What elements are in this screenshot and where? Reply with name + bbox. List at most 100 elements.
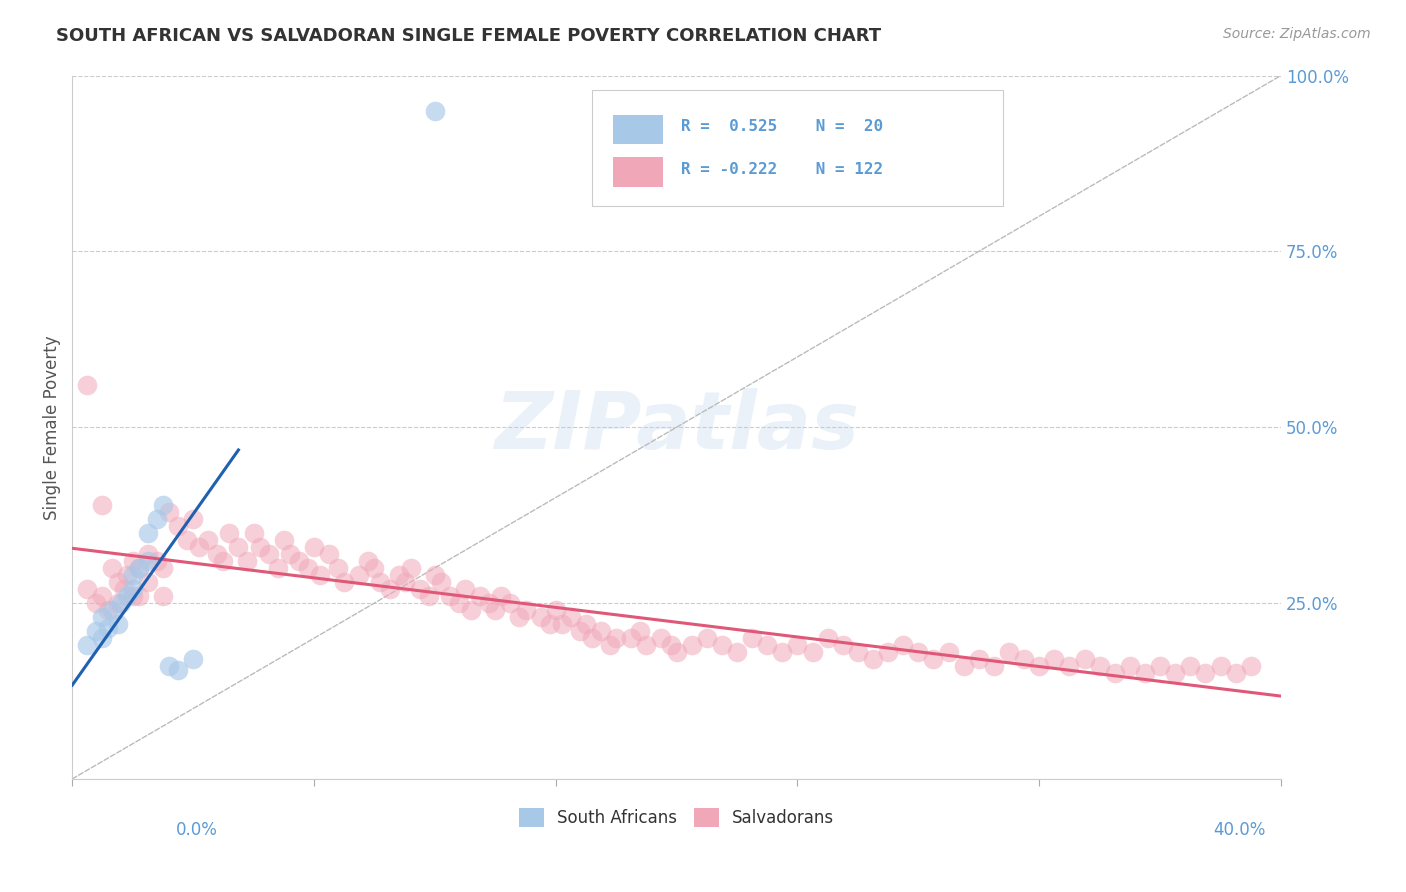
Point bbox=[478, 596, 501, 610]
Point bbox=[1073, 652, 1095, 666]
Point bbox=[107, 617, 129, 632]
Point bbox=[551, 617, 574, 632]
Point bbox=[650, 632, 672, 646]
Point bbox=[349, 568, 371, 582]
Point bbox=[538, 617, 561, 632]
Point bbox=[967, 652, 990, 666]
Point bbox=[560, 610, 582, 624]
Point bbox=[770, 645, 793, 659]
Point bbox=[399, 561, 422, 575]
Point bbox=[801, 645, 824, 659]
Point bbox=[998, 645, 1021, 659]
Point bbox=[1059, 659, 1081, 673]
Point bbox=[952, 659, 974, 673]
Point bbox=[76, 638, 98, 652]
Point bbox=[115, 568, 138, 582]
Point bbox=[423, 103, 446, 118]
Point bbox=[710, 638, 733, 652]
Point bbox=[409, 582, 432, 596]
Point bbox=[544, 603, 567, 617]
Point bbox=[181, 511, 204, 525]
Point bbox=[236, 554, 259, 568]
Point bbox=[575, 617, 598, 632]
Point bbox=[430, 574, 453, 589]
Point bbox=[891, 638, 914, 652]
Point bbox=[136, 547, 159, 561]
Point bbox=[370, 574, 392, 589]
FancyBboxPatch shape bbox=[613, 114, 664, 145]
Point bbox=[181, 652, 204, 666]
Point bbox=[128, 561, 150, 575]
Point bbox=[454, 582, 477, 596]
Point bbox=[288, 554, 311, 568]
Point bbox=[309, 568, 332, 582]
Point bbox=[817, 632, 839, 646]
Point bbox=[167, 663, 190, 677]
Point bbox=[1194, 666, 1216, 681]
Text: Source: ZipAtlas.com: Source: ZipAtlas.com bbox=[1223, 27, 1371, 41]
Point bbox=[152, 589, 174, 603]
Point bbox=[568, 624, 591, 639]
Point bbox=[97, 621, 120, 635]
Point bbox=[1088, 659, 1111, 673]
Point bbox=[152, 561, 174, 575]
Point bbox=[188, 540, 211, 554]
Point bbox=[681, 638, 703, 652]
Point bbox=[107, 596, 129, 610]
Point bbox=[831, 638, 853, 652]
Point bbox=[605, 632, 627, 646]
Point bbox=[983, 659, 1005, 673]
Point bbox=[121, 589, 143, 603]
Point bbox=[862, 652, 884, 666]
Point bbox=[696, 632, 718, 646]
Text: SOUTH AFRICAN VS SALVADORAN SINGLE FEMALE POVERTY CORRELATION CHART: SOUTH AFRICAN VS SALVADORAN SINGLE FEMAL… bbox=[56, 27, 882, 45]
Point bbox=[167, 518, 190, 533]
Point bbox=[665, 645, 688, 659]
Point bbox=[97, 603, 120, 617]
Point bbox=[387, 568, 409, 582]
Point bbox=[278, 547, 301, 561]
Point bbox=[267, 561, 290, 575]
Point bbox=[112, 582, 135, 596]
Point bbox=[620, 632, 643, 646]
Point bbox=[499, 596, 522, 610]
Point bbox=[91, 589, 114, 603]
Point bbox=[484, 603, 506, 617]
Point bbox=[786, 638, 808, 652]
Point bbox=[1240, 659, 1263, 673]
Point bbox=[76, 378, 98, 392]
Point bbox=[1028, 659, 1050, 673]
Point bbox=[394, 574, 416, 589]
Point bbox=[1164, 666, 1187, 681]
Point bbox=[91, 498, 114, 512]
Point bbox=[157, 505, 180, 519]
FancyBboxPatch shape bbox=[592, 89, 1002, 206]
Point bbox=[363, 561, 385, 575]
Point bbox=[470, 589, 492, 603]
Point bbox=[589, 624, 612, 639]
Point bbox=[846, 645, 869, 659]
Point bbox=[447, 596, 470, 610]
Point bbox=[121, 568, 143, 582]
Point bbox=[91, 632, 114, 646]
Point bbox=[107, 574, 129, 589]
Point bbox=[636, 638, 658, 652]
Text: R = -0.222    N = 122: R = -0.222 N = 122 bbox=[682, 161, 883, 177]
Point bbox=[599, 638, 621, 652]
Point bbox=[1012, 652, 1035, 666]
Point bbox=[725, 645, 748, 659]
Point bbox=[423, 568, 446, 582]
Point bbox=[439, 589, 461, 603]
Point bbox=[938, 645, 960, 659]
Point bbox=[907, 645, 929, 659]
Point bbox=[418, 589, 440, 603]
Point bbox=[628, 624, 651, 639]
Point bbox=[157, 659, 180, 673]
Text: ZIPatlas: ZIPatlas bbox=[494, 388, 859, 467]
Point bbox=[297, 561, 319, 575]
Point bbox=[86, 596, 108, 610]
Point bbox=[1104, 666, 1126, 681]
Point bbox=[76, 582, 98, 596]
FancyBboxPatch shape bbox=[613, 157, 664, 186]
Point bbox=[328, 561, 350, 575]
